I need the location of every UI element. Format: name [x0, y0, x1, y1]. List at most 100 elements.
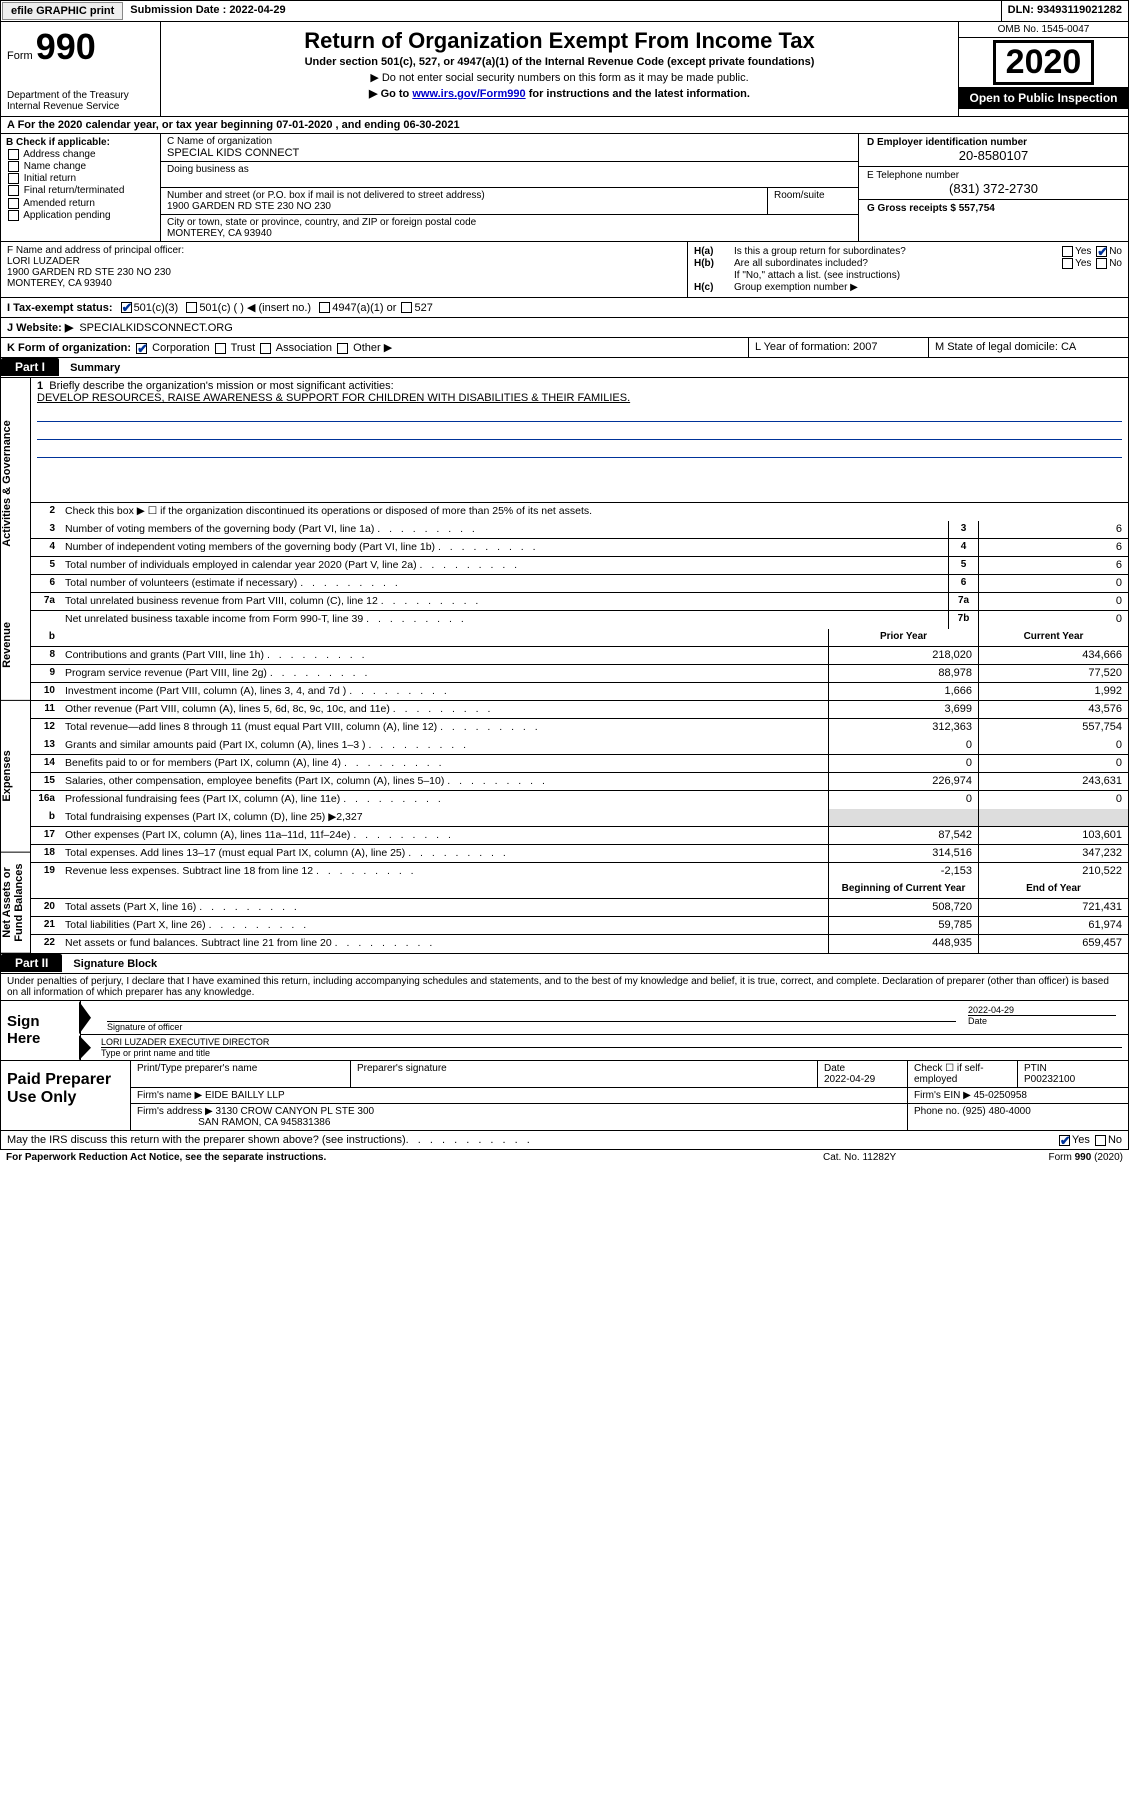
- signer-name: LORI LUZADER EXECUTIVE DIRECTOR: [101, 1037, 1122, 1047]
- officer-label: F Name and address of principal officer:: [7, 245, 681, 256]
- chk-527[interactable]: [401, 302, 412, 313]
- col-begin-year: Beginning of Current Year: [828, 881, 978, 898]
- summary-row: 9 Program service revenue (Part VIII, li…: [31, 665, 1128, 683]
- phone-label: E Telephone number: [867, 170, 1120, 181]
- part-ii-header: Part II Signature Block: [0, 954, 1129, 974]
- section-j: J Website: ▶ SPECIALKIDSCONNECT.ORG: [0, 318, 1129, 338]
- footer-mid: Cat. No. 11282Y: [823, 1152, 973, 1163]
- chk-assoc[interactable]: [260, 343, 271, 354]
- efile-print-button[interactable]: efile GRAPHIC print: [2, 2, 123, 20]
- mission-text: DEVELOP RESOURCES, RAISE AWARENESS & SUP…: [37, 392, 630, 404]
- sig-date: 2022-04-29: [968, 1005, 1116, 1015]
- chk-self-employed[interactable]: Check ☐ if self-employed: [908, 1061, 1018, 1087]
- signer-name-label: Type or print name and title: [101, 1047, 1122, 1058]
- section-b: B Check if applicable: Address change Na…: [1, 134, 161, 241]
- form990-link[interactable]: www.irs.gov/Form990: [412, 88, 525, 100]
- col-end-year: End of Year: [978, 881, 1128, 898]
- summary-row: 16a Professional fundraising fees (Part …: [31, 791, 1128, 809]
- discuss-no[interactable]: [1095, 1135, 1106, 1146]
- chk-trust[interactable]: [215, 343, 226, 354]
- summary-row: 20 Total assets (Part X, line 16) . . . …: [31, 899, 1128, 917]
- chk-corp[interactable]: [136, 343, 147, 354]
- chk-other[interactable]: [337, 343, 348, 354]
- vtab-netassets: Net Assets or Fund Balances: [1, 853, 30, 954]
- ha-yes[interactable]: [1062, 246, 1073, 257]
- section-i: I Tax-exempt status: 501(c)(3) 501(c) ( …: [0, 298, 1129, 318]
- form-title: Return of Organization Exempt From Incom…: [169, 28, 950, 54]
- section-f: F Name and address of principal officer:…: [1, 242, 688, 297]
- section-klm: K Form of organization: Corporation Trus…: [0, 338, 1129, 358]
- chk-initial-return[interactable]: Initial return: [6, 173, 155, 184]
- chk-501c3[interactable]: [121, 302, 132, 313]
- street-value: 1900 GARDEN RD STE 230 NO 230: [167, 201, 761, 212]
- summary-row: 13 Grants and similar amounts paid (Part…: [31, 737, 1128, 755]
- chk-name-change[interactable]: Name change: [6, 161, 155, 172]
- summary-row: 8 Contributions and grants (Part VIII, l…: [31, 647, 1128, 665]
- hc-text: Group exemption number ▶: [734, 282, 1122, 293]
- col-prior-year: Prior Year: [828, 629, 978, 646]
- summary-row: 21 Total liabilities (Part X, line 26) .…: [31, 917, 1128, 935]
- phone-value: (831) 372-2730: [867, 181, 1120, 196]
- summary-row: 18 Total expenses. Add lines 13–17 (must…: [31, 845, 1128, 863]
- dept-treasury: Department of the Treasury Internal Reve…: [7, 90, 154, 112]
- summary-row: 5 Total number of individuals employed i…: [31, 557, 1128, 575]
- summary-row: 4 Number of independent voting members o…: [31, 539, 1128, 557]
- line-1: 1 Briefly describe the organization's mi…: [31, 378, 1128, 503]
- hb-yes[interactable]: [1062, 258, 1073, 269]
- chk-501c[interactable]: [186, 302, 197, 313]
- part-i-header: Part I Summary: [0, 358, 1129, 378]
- hb-no[interactable]: [1096, 258, 1107, 269]
- prep-date: 2022-04-29: [824, 1074, 875, 1085]
- open-public-inspection: Open to Public Inspection: [959, 87, 1128, 109]
- summary-row: 12 Total revenue—add lines 8 through 11 …: [31, 719, 1128, 737]
- ptin-value: P00232100: [1024, 1074, 1075, 1085]
- ha-no[interactable]: [1096, 246, 1107, 257]
- header-right: OMB No. 1545-0047 2020 Open to Public In…: [958, 22, 1128, 116]
- header-left: Form 990 Department of the Treasury Inte…: [1, 22, 161, 116]
- hb-note: If "No," attach a list. (see instruction…: [734, 270, 1122, 281]
- city-value: MONTEREY, CA 93940: [167, 228, 852, 239]
- paid-preparer-label: Paid Preparer Use Only: [1, 1061, 131, 1130]
- dba-label: Doing business as: [167, 164, 852, 175]
- firm-phone: (925) 480-4000: [962, 1106, 1030, 1117]
- col-current-year: Current Year: [978, 629, 1128, 646]
- summary-row: 17 Other expenses (Part IX, column (A), …: [31, 827, 1128, 845]
- sign-here-label: Sign Here: [1, 1001, 81, 1060]
- form-word: Form: [7, 50, 33, 62]
- summary-row: 19 Revenue less expenses. Subtract line …: [31, 863, 1128, 881]
- sign-here-block: Sign Here Signature of officer 2022-04-2…: [0, 1001, 1129, 1061]
- officer-name: LORI LUZADER: [7, 256, 681, 267]
- arrow-icon: [79, 1001, 91, 1034]
- chk-amended-return[interactable]: Amended return: [6, 198, 155, 209]
- dln-label: DLN: 93493119021282: [1001, 1, 1128, 21]
- city-label: City or town, state or province, country…: [167, 217, 852, 228]
- summary-row: 7a Total unrelated business revenue from…: [31, 593, 1128, 611]
- discuss-yes[interactable]: [1059, 1135, 1070, 1146]
- paid-preparer-block: Paid Preparer Use Only Print/Type prepar…: [0, 1061, 1129, 1131]
- tax-year: 2020: [993, 40, 1095, 85]
- org-name: SPECIAL KIDS CONNECT: [167, 147, 852, 159]
- hb-label: H(b): [694, 258, 734, 269]
- summary-row: 10 Investment income (Part VIII, column …: [31, 683, 1128, 701]
- form-note-2: ▶ Go to www.irs.gov/Form990 for instruct…: [169, 87, 950, 100]
- summary-row: 14 Benefits paid to or for members (Part…: [31, 755, 1128, 773]
- gross-receipts: G Gross receipts $ 557,754: [867, 203, 995, 214]
- summary-row: 3 Number of voting members of the govern…: [31, 521, 1128, 539]
- block-fh: F Name and address of principal officer:…: [0, 242, 1129, 298]
- chk-final-return[interactable]: Final return/terminated: [6, 185, 155, 196]
- summary-row: 15 Salaries, other compensation, employe…: [31, 773, 1128, 791]
- date-label: Date: [968, 1015, 1116, 1026]
- firm-ein: 45-0250958: [974, 1090, 1027, 1101]
- topbar: efile GRAPHIC print Submission Date : 20…: [0, 0, 1129, 22]
- chk-address-change[interactable]: Address change: [6, 149, 155, 160]
- chk-application-pending[interactable]: Application pending: [6, 210, 155, 221]
- section-deg: D Employer identification number 20-8580…: [858, 134, 1128, 241]
- page-footer: For Paperwork Reduction Act Notice, see …: [0, 1150, 1129, 1165]
- hb-text: Are all subordinates included?: [734, 258, 1002, 269]
- summary-row: 22 Net assets or fund balances. Subtract…: [31, 935, 1128, 953]
- ein-value: 20-8580107: [867, 148, 1120, 163]
- firm-addr2: SAN RAMON, CA 945831386: [198, 1117, 330, 1128]
- room-label: Room/suite: [768, 188, 858, 214]
- chk-4947[interactable]: [319, 302, 330, 313]
- summary-row: Net unrelated business taxable income fr…: [31, 611, 1128, 629]
